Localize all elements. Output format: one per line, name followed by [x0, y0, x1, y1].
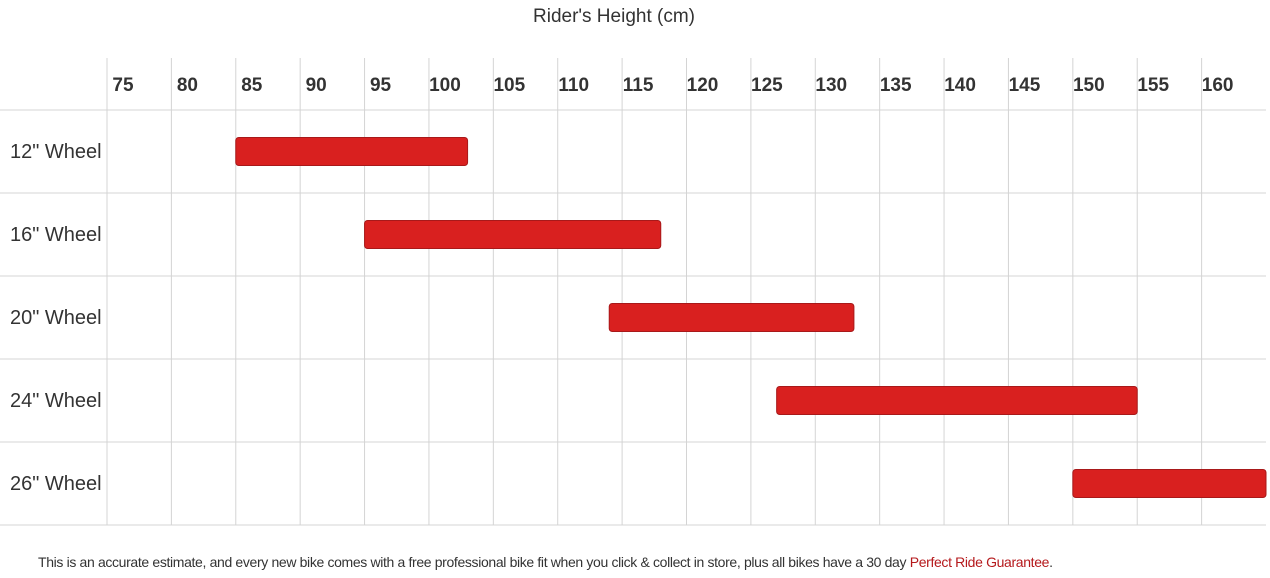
chart-title: Rider's Height (cm) [533, 6, 695, 27]
x-tick-label: 80 [177, 75, 198, 96]
x-tick-label: 75 [112, 75, 134, 96]
x-tick-label: 140 [944, 75, 976, 96]
x-tick-label: 110 [558, 75, 589, 96]
x-tick-label: 125 [751, 75, 783, 96]
chart: Rider's Height (cm) 75 80 85 90 95 100 105 110 1… [0, 6, 1267, 526]
x-tick-label: 130 [815, 75, 847, 96]
x-tick-label: 160 [1202, 75, 1234, 96]
x-tick-label: 105 [493, 75, 525, 96]
x-tick-label: 145 [1009, 75, 1041, 96]
bar [364, 220, 662, 249]
y-tick-label: 20" Wheel [10, 307, 102, 329]
x-tick-label: 155 [1137, 75, 1169, 96]
bar [235, 137, 469, 166]
x-tick-label: 90 [306, 75, 327, 96]
x-tick-label: 95 [370, 75, 392, 96]
x-tick-label: 150 [1073, 75, 1105, 96]
x-tick-label: 135 [880, 75, 912, 96]
guarantee-link[interactable]: Perfect Ride Guarantee [909, 554, 1050, 570]
bar [776, 386, 1138, 415]
y-tick-label: 26" Wheel [10, 473, 102, 495]
x-tick-label: 115 [623, 75, 654, 96]
footnote: This is an accurate estimate, and every … [38, 554, 1053, 570]
footnote-text: This is an accurate estimate, and every … [38, 554, 907, 570]
x-tick-label: 85 [241, 75, 263, 96]
bar [608, 303, 855, 332]
x-tick-label: 120 [687, 75, 719, 96]
y-tick-label: 12" Wheel [10, 141, 102, 163]
footnote-end: . [1049, 554, 1053, 570]
y-tick-label: 24" Wheel [10, 390, 102, 412]
x-tick-label: 100 [429, 75, 461, 96]
y-tick-label: 16" Wheel [10, 224, 102, 246]
bar [1072, 469, 1267, 498]
